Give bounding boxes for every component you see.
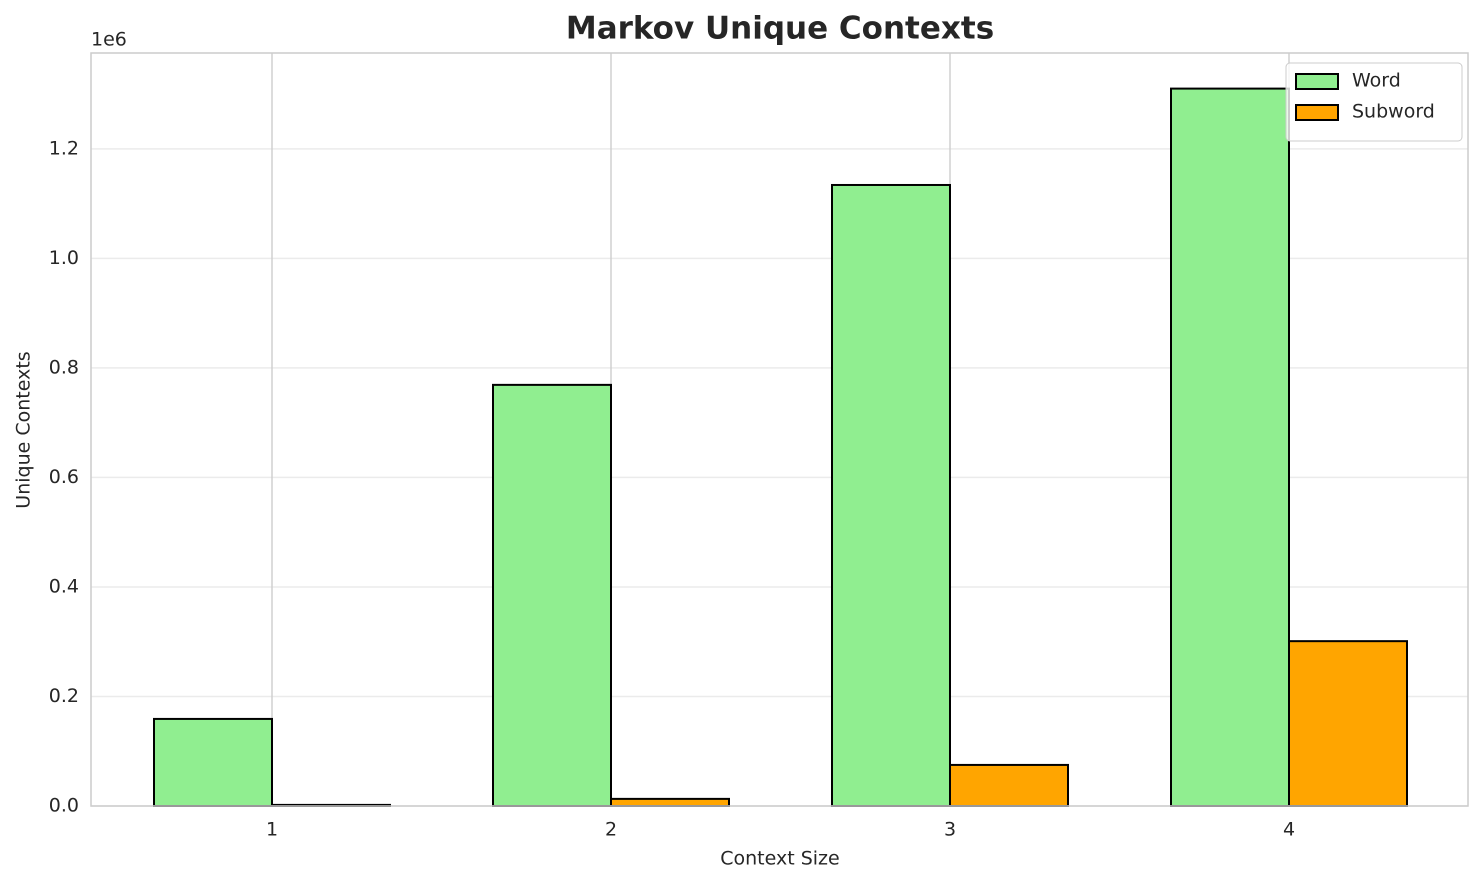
legend-swatch	[1295, 104, 1339, 121]
y-tick-label: 0.0	[49, 795, 79, 817]
bar	[492, 383, 612, 807]
legend: Word Subword	[1285, 62, 1463, 142]
bar	[949, 763, 1069, 807]
x-tick-label: 3	[944, 819, 956, 841]
bar	[831, 183, 951, 808]
y-tick-label: 1.0	[49, 247, 79, 269]
y-offset-label: 1e6	[91, 29, 127, 51]
chart-title: Markov Unique Contexts	[566, 11, 994, 47]
legend-label: Subword	[1352, 101, 1435, 123]
y-tick-label: 0.4	[49, 575, 79, 597]
bar	[610, 797, 730, 808]
y-tick-label: 0.6	[49, 466, 79, 488]
legend-label: Word	[1352, 70, 1401, 92]
x-axis-label: Context Size	[720, 848, 839, 870]
bar	[1288, 640, 1408, 807]
y-tick-label: 0.8	[49, 356, 79, 378]
legend-swatch	[1295, 73, 1339, 90]
y-tick-label: 0.2	[49, 685, 79, 707]
x-tick-label: 4	[1283, 819, 1295, 841]
y-tick-label: 1.2	[49, 137, 79, 159]
x-tick-label: 2	[605, 819, 617, 841]
plot-frame	[90, 52, 1469, 807]
bar	[153, 717, 273, 808]
y-axis-label: Unique Contexts	[13, 351, 35, 508]
bar	[1170, 87, 1290, 807]
x-tick-label: 1	[266, 819, 278, 841]
